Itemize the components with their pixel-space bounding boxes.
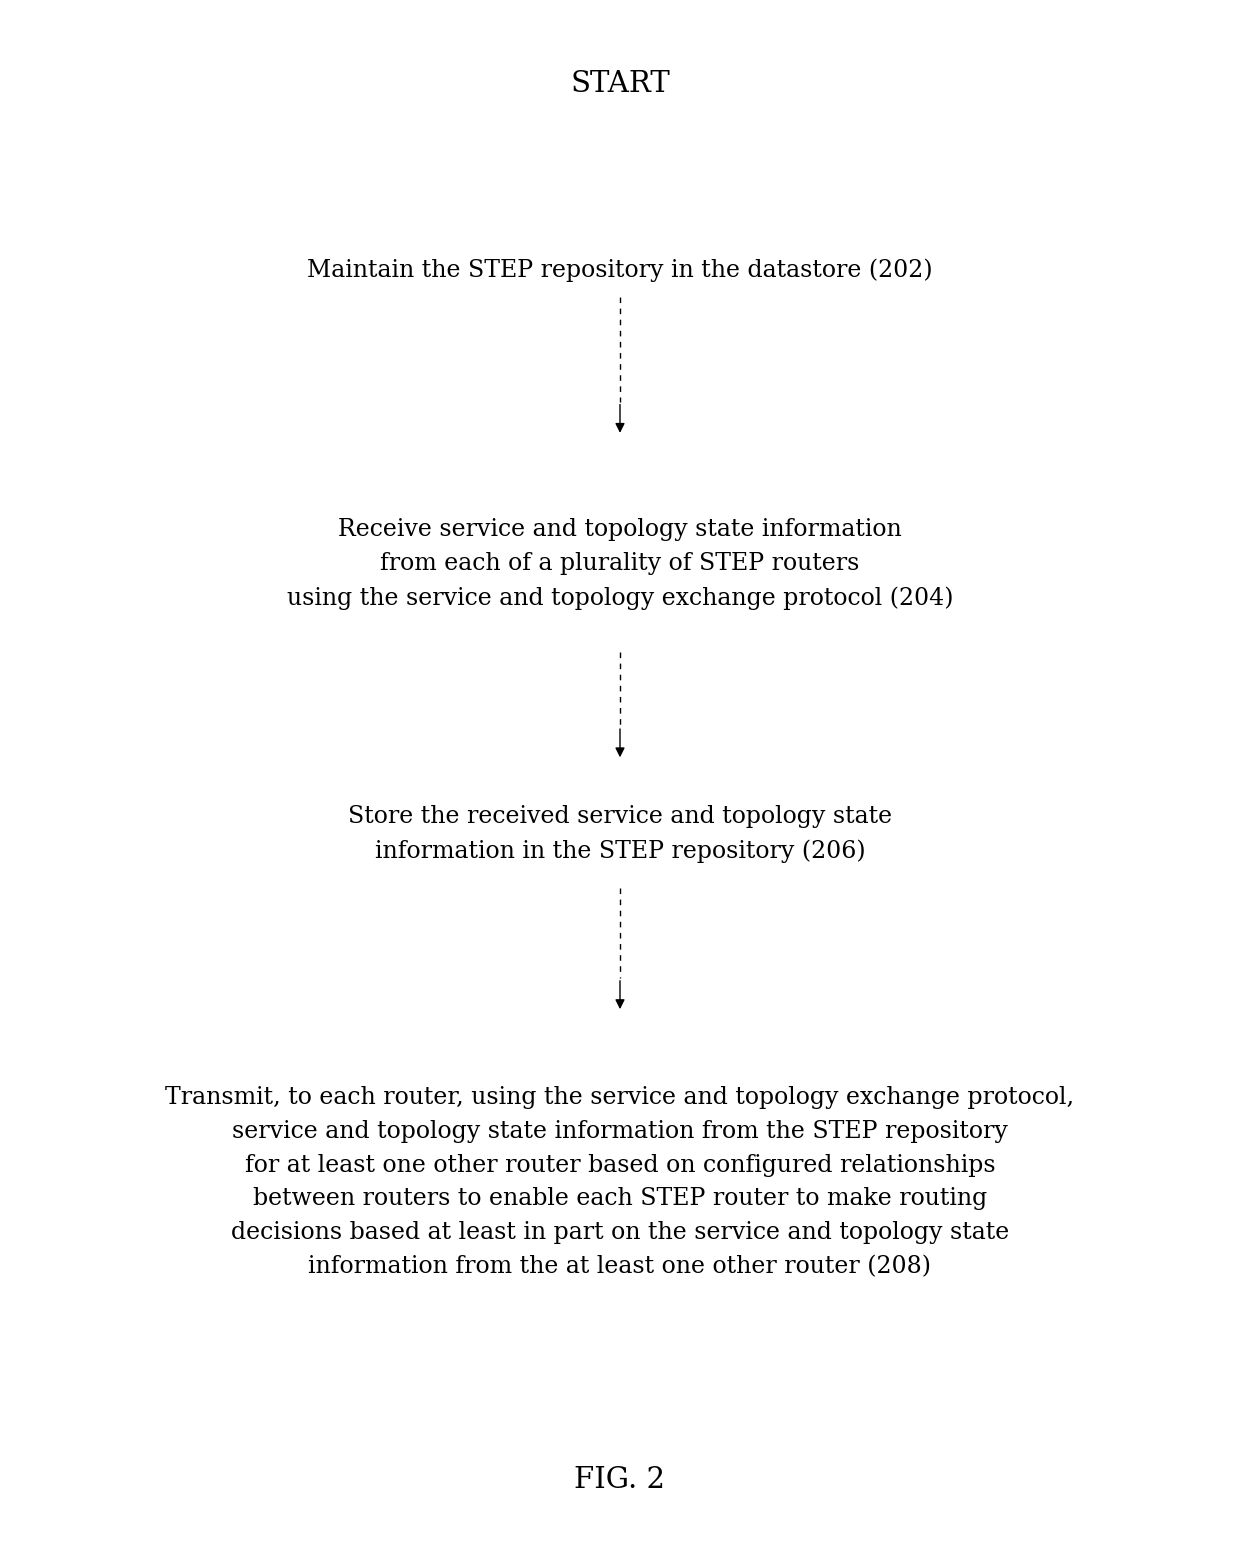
Text: START: START	[570, 70, 670, 97]
Text: Receive service and topology state information
from each of a plurality of STEP : Receive service and topology state infor…	[286, 518, 954, 610]
Text: FIG. 2: FIG. 2	[574, 1466, 666, 1494]
Text: Maintain the STEP repository in the datastore (202): Maintain the STEP repository in the data…	[308, 258, 932, 283]
Text: Store the received service and topology state
information in the STEP repository: Store the received service and topology …	[348, 805, 892, 864]
Text: Transmit, to each router, using the service and topology exchange protocol,
serv: Transmit, to each router, using the serv…	[165, 1086, 1075, 1278]
